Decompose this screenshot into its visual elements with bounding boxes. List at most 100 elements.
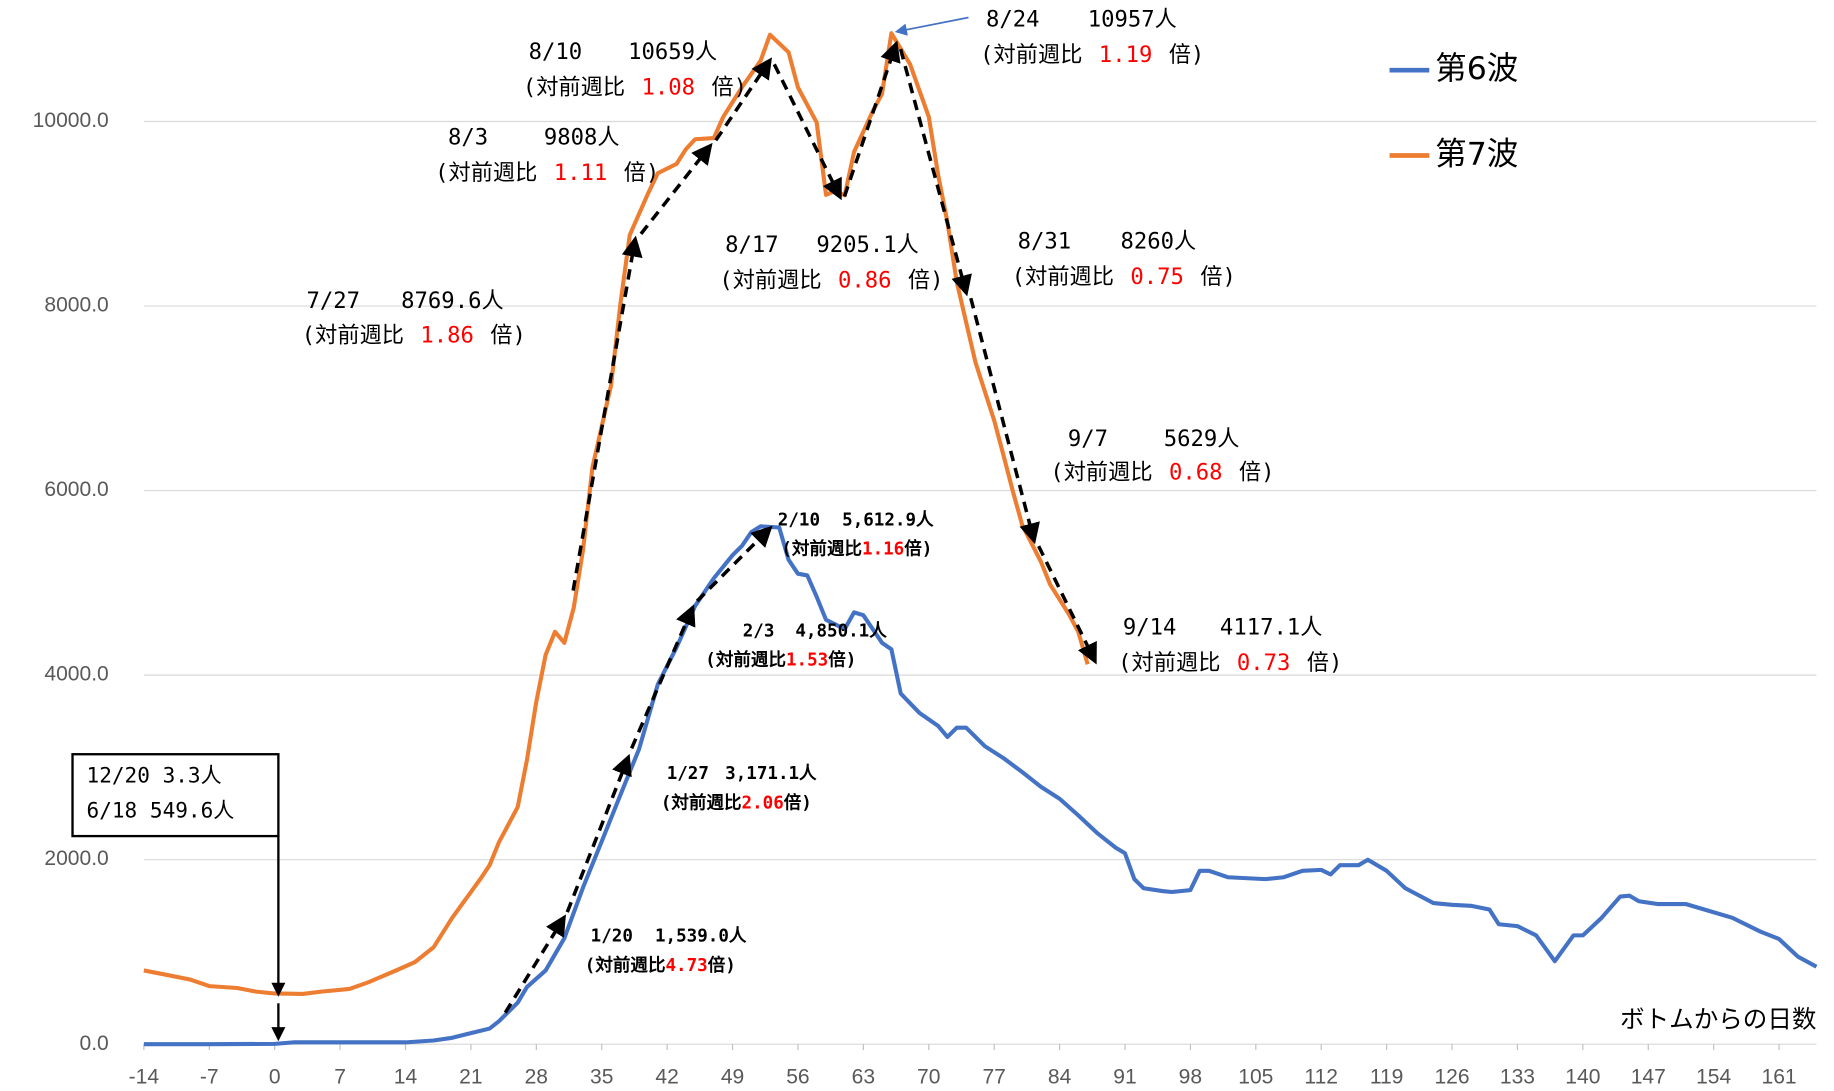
x-tick-label: 21: [459, 1066, 482, 1089]
bottom-box: 12/20 3.3人 6/18 549.6人: [71, 753, 286, 1042]
annotation-ratio-line: (対前週比2.06倍): [661, 792, 812, 813]
annotation-count: 1,539.0人: [655, 926, 747, 947]
annotation-count: 8769.6人: [401, 288, 503, 314]
annotation-count: 4117.1人: [1220, 614, 1322, 640]
y-tick-label: 10000.0: [33, 109, 109, 132]
ratio-suffix: 倍): [711, 74, 747, 100]
x-tick-label: 49: [721, 1066, 744, 1089]
annotation-date: 1/27: [667, 764, 709, 784]
y-tick-label: 6000.0: [44, 478, 108, 501]
annotation-count: 8260人: [1121, 229, 1197, 255]
annotation-count: 10659人: [628, 39, 717, 65]
x-tick-label: -7: [200, 1066, 219, 1089]
annotation-date: 7/27: [306, 288, 360, 314]
y-tick-label: 0.0: [80, 1032, 109, 1055]
x-tick-label: 77: [982, 1066, 1005, 1089]
x-tick-label: 105: [1238, 1066, 1273, 1089]
ratio-value: 0.75: [1130, 264, 1184, 290]
x-tick-label: 98: [1179, 1066, 1202, 1089]
x-tick-label: 133: [1500, 1066, 1535, 1089]
legend-label: 第7波: [1435, 137, 1518, 173]
annotation-date: 9/14: [1123, 614, 1177, 640]
x-tick-label: 28: [525, 1066, 548, 1089]
lines: [143, 31, 1818, 1047]
ratio-value: 0.86: [838, 267, 892, 293]
annotation-ratio-line: (対前週比1.53倍): [705, 650, 856, 671]
annotation-date: 8/10: [529, 39, 583, 65]
ratio-value: 1.11: [554, 160, 608, 186]
x-tick-label: -14: [129, 1066, 160, 1089]
x-tick-label: 35: [590, 1066, 613, 1089]
annotation-ratio-line: (対前週比4.73倍): [585, 955, 736, 976]
series-line: [143, 31, 1090, 996]
box-line: 6/18 549.6人: [87, 798, 235, 823]
annotation-date: 8/3: [448, 124, 488, 150]
x-tick-label: 70: [917, 1066, 940, 1089]
x-tick-label: 63: [852, 1066, 875, 1089]
x-tick-label: 161: [1762, 1066, 1797, 1089]
annotation-date: 8/24: [986, 6, 1040, 32]
ratio-suffix: 倍): [1239, 459, 1275, 485]
x-tick-label: 154: [1696, 1066, 1731, 1089]
x-tick-label: 126: [1434, 1066, 1469, 1089]
ratio-value: 1.86: [420, 322, 474, 348]
ratio-value: 0.68: [1169, 459, 1223, 485]
ratio-prefix: (対前週比: [1118, 650, 1220, 676]
x-tick-label: 42: [655, 1066, 678, 1089]
x-tick-label: 112: [1304, 1066, 1338, 1089]
annotation-date: 1/20: [591, 927, 633, 947]
y-tick-label: 8000.0: [44, 294, 108, 317]
annotation-count: 5629人: [1164, 426, 1240, 452]
legend-label: 第6波: [1435, 51, 1518, 87]
ratio-suffix: 倍): [490, 322, 526, 348]
x-tick-label: 84: [1048, 1066, 1072, 1089]
ratio-prefix: (対前週比: [705, 650, 786, 671]
ratio-prefix: (対前週比: [435, 160, 537, 186]
ratio-value: 0.73: [1237, 650, 1291, 676]
x-tick-label: 56: [786, 1066, 809, 1089]
x-axis-label: ボトムからの日数: [1620, 1005, 1816, 1033]
box-line: 12/20 3.3人: [87, 762, 222, 787]
annotation-count: 5,612.9人: [842, 509, 934, 530]
annotation-date: 9/7: [1068, 426, 1108, 452]
annotation-count: 10957人: [1088, 6, 1177, 32]
annotation-ratio-line: (対前週比 0.73 倍): [1118, 650, 1342, 676]
ratio-value: 4.73: [666, 956, 708, 976]
annotation-ratio-line: (対前週比 0.86 倍): [719, 267, 943, 293]
annotation-date: 8/31: [1018, 229, 1072, 255]
annotation-ratio-line: (対前週比1.16倍): [781, 539, 932, 560]
ratio-prefix: (対前週比: [661, 792, 742, 813]
annotation-date: 2/10: [778, 510, 820, 530]
ratio-value: 1.16: [862, 540, 904, 560]
ratio-prefix: (対前週比: [719, 267, 821, 293]
ratio-prefix: (対前週比: [302, 322, 404, 348]
annotation-count: 9205.1人: [816, 232, 918, 258]
annotation-count: 3,171.1人: [725, 763, 817, 784]
y-tick-label: 2000.0: [44, 847, 108, 870]
x-tick-label: 7: [334, 1066, 346, 1089]
ratio-suffix: 倍): [828, 650, 856, 671]
annotation-date: 8/17: [725, 232, 779, 258]
x-tick-label: 0: [269, 1066, 281, 1089]
ratio-value: 1.19: [1099, 41, 1153, 67]
annotation-ratio-line: (対前週比 1.08 倍): [523, 74, 747, 100]
ratio-suffix: 倍): [904, 539, 932, 560]
ratio-suffix: 倍): [1169, 41, 1205, 67]
annotation-ratio-line: (対前週比 1.11 倍): [435, 160, 659, 186]
annotation-count: 4,850.1人: [795, 620, 887, 641]
pointer-arrow: [894, 16, 969, 36]
annotation-ratio-line: (対前週比 1.86 倍): [302, 322, 526, 348]
trend-arrows: [503, 40, 1097, 1014]
ratio-prefix: (対前週比: [585, 955, 666, 976]
x-tick-label: 14: [394, 1066, 418, 1089]
x-tick-label: 147: [1631, 1066, 1666, 1089]
ratio-value: 1.53: [786, 651, 828, 671]
annotation-count: 9808人: [544, 124, 620, 150]
annotation-ratio-line: (対前週比 0.68 倍): [1050, 459, 1274, 485]
ratio-suffix: 倍): [624, 160, 660, 186]
ratio-prefix: (対前週比: [523, 74, 625, 100]
annotations: 7/27 8769.6人 (対前週比 1.86 倍) 8/3 9808人 (対前週比 1.11 倍…: [302, 6, 1343, 975]
ratio-value: 2.06: [742, 793, 784, 813]
